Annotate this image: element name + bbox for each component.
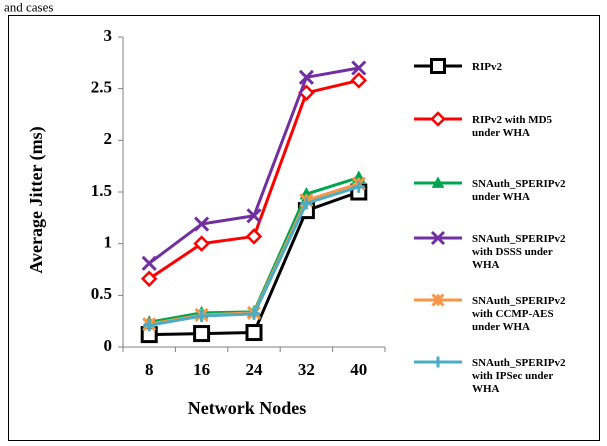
data-point-plus <box>352 180 365 193</box>
data-point-square <box>193 325 211 343</box>
legend-label: under WHA <box>472 321 530 333</box>
legend-label: RIPv2 with MD5 <box>472 114 553 126</box>
data-point-square <box>245 324 263 342</box>
x-tick-label: 16 <box>193 360 210 379</box>
legend-label: SNAuth_SPERIPv2 <box>472 295 566 307</box>
data-point-square <box>430 58 446 74</box>
legend-label: SNAuth_SPERIPv2 <box>472 357 566 369</box>
legend-label: SNAuth_SPERIPv2 <box>472 233 566 245</box>
top-caption: and cases <box>4 0 53 15</box>
legend-label: under WHA <box>472 191 530 203</box>
data-point-plus <box>248 307 260 320</box>
data-point-diamond <box>193 235 210 252</box>
y-tick-label: 0 <box>104 336 113 355</box>
y-tick-label: 1 <box>104 233 113 252</box>
legend-label: WHA <box>472 383 500 395</box>
legend-label: WHA <box>472 259 500 271</box>
legend-item: RIPv2 <box>414 58 502 74</box>
data-point-x <box>298 69 314 85</box>
data-point-diamond <box>245 228 263 245</box>
legend-label: SNAuth_SPERIPv2 <box>472 178 566 190</box>
data-point-plus <box>432 356 444 368</box>
legend-label: with CCMP-AES <box>472 308 554 320</box>
data-point-diamond <box>140 270 158 288</box>
series-6 <box>143 180 365 332</box>
y-tick-label: 3 <box>104 26 113 45</box>
data-point-x <box>246 208 262 224</box>
series-4 <box>141 60 367 271</box>
x-tick-label: 32 <box>298 360 315 379</box>
legend-label: with DSSS under <box>472 246 553 258</box>
data-point-triangle <box>431 176 445 188</box>
legend-label: with IPSec under <box>472 370 553 382</box>
y-tick-label: 2.5 <box>91 78 112 97</box>
legend-label: under WHA <box>472 127 530 139</box>
data-point-plus <box>143 319 156 332</box>
data-point-x <box>430 230 446 246</box>
legend-label: RIPv2 <box>472 61 502 73</box>
series-layer <box>140 60 368 344</box>
data-point-diamond <box>350 72 368 89</box>
x-axis-title: Network Nodes <box>188 398 307 418</box>
y-tick-label: 1.5 <box>91 181 112 200</box>
series-1 <box>140 183 368 344</box>
data-point-x <box>141 255 157 271</box>
y-tick-label: 2 <box>104 129 113 148</box>
x-tick-label: 24 <box>246 360 264 379</box>
y-axis-title: Average Jitter (ms) <box>26 126 47 273</box>
data-point-star <box>431 293 445 307</box>
data-point-x <box>194 216 210 232</box>
data-point-plus <box>195 310 208 322</box>
data-point-diamond <box>430 111 446 127</box>
x-tick-label: 40 <box>350 360 367 379</box>
y-tick-label: 0.5 <box>91 284 112 303</box>
data-point-x <box>351 60 367 76</box>
data-point-plus <box>300 197 313 210</box>
axes: 0 0.5 1 1.5 2 2.5 3 8 16 24 32 40 <box>91 26 386 379</box>
x-tick-label: 8 <box>145 360 154 379</box>
